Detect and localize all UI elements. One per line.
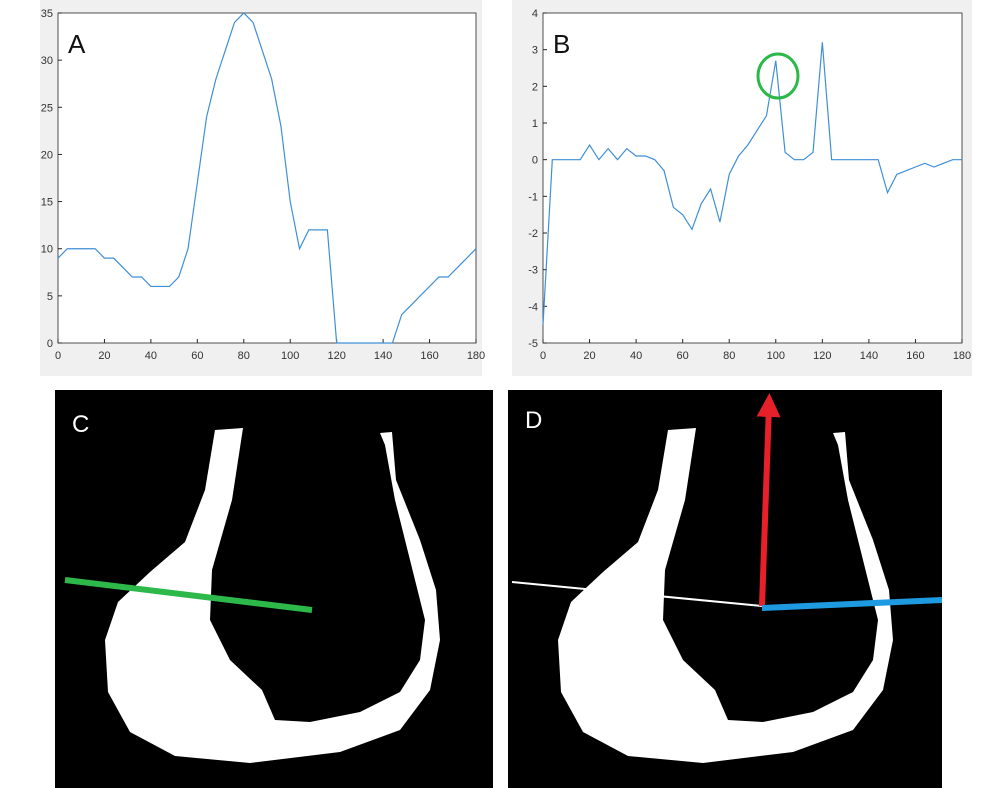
red-arrow (756, 393, 781, 607)
y-tick-label: 20 (41, 149, 53, 161)
x-tick-label: 120 (327, 350, 345, 362)
y-tick-label: -1 (528, 191, 538, 203)
y-tick-label: 35 (41, 8, 53, 20)
y-tick-label: -4 (528, 301, 538, 313)
y-tick-label: -3 (528, 265, 538, 277)
green-line (64, 577, 313, 613)
y-tick-label: 10 (41, 244, 53, 256)
data-line (542, 42, 962, 325)
x-tick-label: 60 (191, 350, 203, 362)
x-tick-label: 0 (540, 350, 546, 362)
plot-area (57, 12, 477, 344)
panel-label: C (72, 411, 89, 438)
white-line (511, 581, 763, 607)
blue-line (761, 597, 943, 611)
charts: 0 20 40 60 80 100 120 140 160 18005101520253035A0… (40, 0, 972, 376)
x-tick-label: 40 (630, 350, 642, 362)
x-tick-label: 160 (420, 350, 438, 362)
y-tick-label: 4 (532, 8, 538, 20)
x-tick-label: 60 (677, 350, 689, 362)
y-tick-label: -5 (528, 338, 538, 350)
y-tick-label: 15 (41, 197, 53, 209)
x-tick-label: 100 (281, 350, 299, 362)
x-tick-label: 140 (860, 350, 878, 362)
x-tick-label: 20 (583, 350, 595, 362)
y-tick-label: 0 (47, 338, 53, 350)
x-tick-label: 180 (953, 350, 971, 362)
y-tick-label: 25 (41, 102, 53, 114)
y-tick-label: 5 (47, 291, 53, 303)
y-tick-label: 0 (532, 155, 538, 167)
x-tick-label: 140 (374, 350, 392, 362)
x-tick-label: 80 (723, 350, 735, 362)
y-tick-label: -2 (528, 228, 538, 240)
y-tick-label: 3 (532, 45, 538, 57)
x-tick-label: 0 (55, 350, 61, 362)
x-tick-label: 100 (767, 350, 785, 362)
panel-label: D (525, 407, 542, 434)
x-tick-label: 20 (98, 350, 110, 362)
x-tick-label: 180 (467, 350, 485, 362)
data-line (57, 12, 477, 344)
x-tick-label: 40 (145, 350, 157, 362)
panel-label: A (68, 29, 86, 59)
panel-label: B (553, 29, 570, 59)
y-tick-label: 1 (532, 118, 538, 130)
plot-area (542, 12, 963, 344)
x-tick-label: 160 (906, 350, 924, 362)
y-tick-label: 30 (41, 55, 53, 67)
x-tick-label: 80 (238, 350, 250, 362)
y-tick-label: 2 (532, 81, 538, 93)
x-tick-label: 120 (813, 350, 831, 362)
highlight-circle (756, 52, 800, 100)
